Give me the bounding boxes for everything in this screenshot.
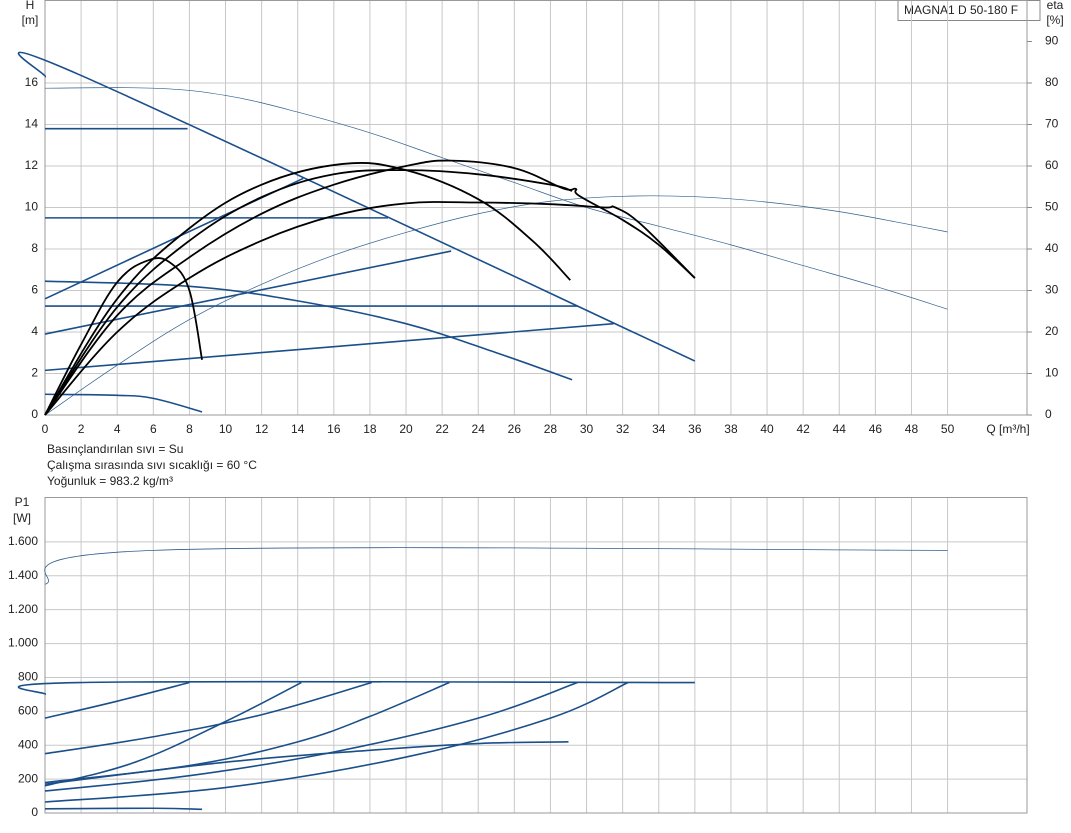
curve — [44, 681, 190, 719]
curve — [44, 257, 203, 416]
curve — [44, 169, 573, 416]
y-tick-label: 1.400 — [8, 568, 38, 582]
x-tick-label: 36 — [688, 422, 702, 436]
y2-tick-label: 60 — [1045, 158, 1059, 172]
y2-label: eta — [1047, 0, 1064, 12]
y-tick-label: 400 — [18, 737, 38, 751]
curve — [44, 681, 578, 792]
x-tick-label: 14 — [291, 422, 305, 436]
x-tick-label: 50 — [941, 422, 955, 436]
y-tick-label: 800 — [18, 670, 38, 684]
curve — [44, 162, 571, 416]
note: Basınçlandırılan sıvı = Su — [47, 442, 183, 456]
plot-frame — [44, 0, 1028, 416]
y-unit: [W] — [13, 511, 31, 525]
x-tick-label: 30 — [580, 422, 594, 436]
curve — [44, 322, 614, 372]
plot-frame — [44, 497, 1028, 814]
y-label: P1 — [15, 495, 30, 509]
y-tick-label: 8 — [31, 241, 38, 255]
x-tick-label: 24 — [472, 422, 486, 436]
y-tick-label: 1.000 — [8, 636, 38, 650]
y-tick-label: 6 — [31, 283, 38, 297]
curve — [44, 547, 948, 585]
curve — [44, 807, 203, 811]
curve — [44, 87, 948, 310]
y-tick-label: 4 — [31, 324, 38, 338]
curve — [17, 680, 695, 696]
y2-tick-label: 20 — [1045, 324, 1059, 338]
x-tick-label: 40 — [760, 422, 774, 436]
x-tick-label: 46 — [869, 422, 883, 436]
y-tick-label: 2 — [31, 366, 38, 380]
note: Çalışma sırasında sıvı sıcaklığı = 60 °C — [47, 458, 257, 472]
curve — [44, 681, 372, 755]
curve — [44, 741, 569, 785]
y2-tick-label: 50 — [1045, 200, 1059, 214]
y-tick-label: 0 — [31, 407, 38, 421]
y-tick-label: 0 — [31, 805, 38, 819]
y-tick-label: 14 — [25, 117, 39, 131]
x-tick-label: 22 — [435, 422, 449, 436]
curve — [44, 280, 573, 381]
x-tick-label: 48 — [905, 422, 919, 436]
x-tick-label: 10 — [219, 422, 233, 436]
x-tick-label: 32 — [616, 422, 630, 436]
y2-tick-label: 10 — [1045, 366, 1059, 380]
x-tick-label: 44 — [833, 422, 847, 436]
x-tick-label: 16 — [327, 422, 341, 436]
x-tick-label: 18 — [363, 422, 377, 436]
x-tick-label: 42 — [796, 422, 810, 436]
x-tick-label: 6 — [150, 422, 157, 436]
y-tick-label: 600 — [18, 704, 38, 718]
y-tick-label: 16 — [25, 75, 39, 89]
y-tick-label: 1.600 — [8, 534, 38, 548]
curve — [44, 201, 696, 416]
x-tick-label: 38 — [724, 422, 738, 436]
y-tick-label: 1.200 — [8, 602, 38, 616]
y-label: H — [26, 0, 35, 12]
x-tick-label: 26 — [508, 422, 522, 436]
y2-tick-label: 30 — [1045, 283, 1059, 297]
y2-tick-label: 40 — [1045, 241, 1059, 255]
y-tick-label: 200 — [18, 771, 38, 785]
curve — [44, 393, 203, 413]
y-tick-label: 12 — [25, 158, 39, 172]
x-tick-label: 34 — [652, 422, 666, 436]
x-tick-label: 0 — [42, 422, 49, 436]
curve — [44, 681, 302, 787]
x-tick-label: 8 — [186, 422, 193, 436]
y2-tick-label: 0 — [1045, 407, 1052, 421]
x-tick-label: 2 — [78, 422, 85, 436]
x-tick-label: 12 — [255, 422, 269, 436]
y2-tick-label: 80 — [1045, 75, 1059, 89]
curve — [44, 681, 629, 803]
x-label: Q [m³/h] — [986, 422, 1029, 436]
chart-title: MAGNA1 D 50-180 F — [904, 3, 1018, 17]
curve — [44, 195, 948, 416]
x-tick-label: 28 — [544, 422, 558, 436]
curve — [17, 51, 696, 362]
curve — [44, 159, 696, 416]
x-tick-label: 4 — [114, 422, 121, 436]
y-tick-label: 10 — [25, 200, 39, 214]
x-tick-label: 20 — [399, 422, 413, 436]
y-unit: [m] — [22, 13, 39, 27]
y2-unit: [%] — [1046, 13, 1063, 27]
y2-tick-label: 70 — [1045, 117, 1059, 131]
note: Yoğunluk = 983.2 kg/m³ — [47, 474, 173, 488]
y2-tick-label: 90 — [1045, 34, 1059, 48]
